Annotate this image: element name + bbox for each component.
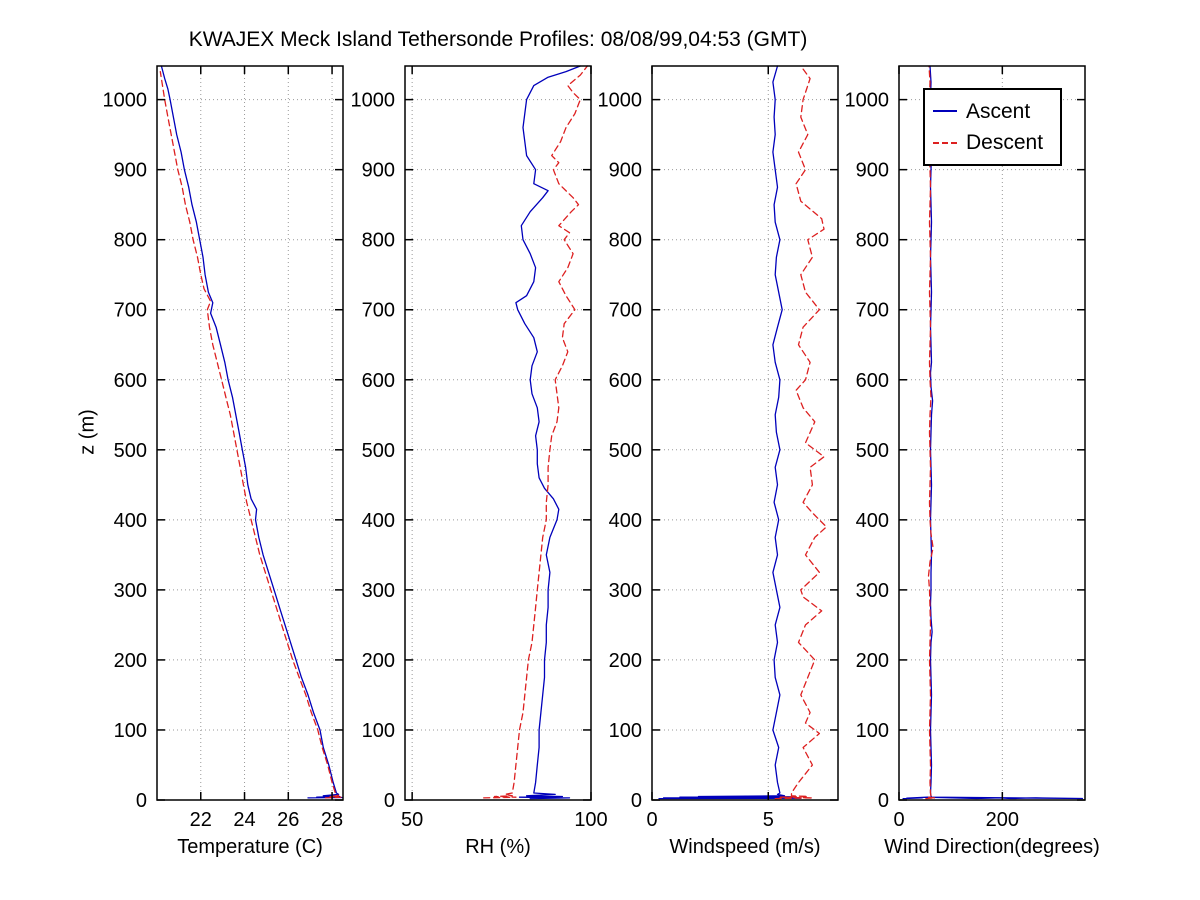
y-tick-label: 700 (362, 300, 395, 322)
y-tick-label: 100 (856, 720, 889, 742)
y-tick-label: 100 (362, 720, 395, 742)
x-tick-label: 24 (233, 809, 255, 831)
y-tick-label: 900 (609, 160, 642, 182)
y-tick-label: 500 (362, 440, 395, 462)
series-line-descent (925, 65, 936, 800)
y-tick-label: 700 (114, 300, 147, 322)
y-tick-label: 200 (609, 650, 642, 672)
y-tick-label: 100 (114, 720, 147, 742)
y-tick-label: 600 (362, 370, 395, 392)
plot-box (651, 65, 839, 801)
y-tick-label: 900 (114, 160, 147, 182)
y-tick-label: 600 (856, 370, 889, 392)
y-tick-label: 0 (384, 790, 395, 812)
x-axis-label-windspeed: Windspeed (m/s) (669, 836, 821, 858)
y-tick-label: 800 (114, 230, 147, 252)
x-tick-label: 26 (277, 809, 299, 831)
x-axis-label-rh: RH (%) (465, 836, 531, 858)
plot-box (156, 65, 344, 801)
x-tick-label: 28 (321, 809, 343, 831)
series-line-ascent (515, 65, 581, 800)
x-tick-label: 50 (401, 809, 423, 831)
y-tick-label: 1000 (598, 90, 643, 112)
y-tick-label: 0 (136, 790, 147, 812)
legend-label-ascent: Ascent (966, 99, 1031, 123)
x-tick-label: 200 (986, 809, 1019, 831)
panel-0: 22 24 26 28 0 100 200 300 400 500 600 700 800 900 1000 (103, 65, 344, 831)
series-line-descent (774, 65, 828, 800)
y-tick-label: 600 (114, 370, 147, 392)
series-line-ascent (658, 65, 802, 800)
y-tick-label: 800 (362, 230, 395, 252)
legend-entry-ascent: Ascent (933, 101, 1060, 122)
y-tick-label: 800 (609, 230, 642, 252)
x-tick-label: 22 (190, 809, 212, 831)
y-tick-label: 800 (856, 230, 889, 252)
y-tick-label: 300 (114, 580, 147, 602)
legend: Ascent Descent (923, 88, 1062, 166)
x-axis-label-wind-direction: Wind Direction(degrees) (884, 836, 1100, 858)
x-tick-label: 0 (893, 809, 904, 831)
y-tick-label: 400 (114, 510, 147, 532)
plot-box (898, 65, 1086, 801)
y-tick-label: 1000 (103, 90, 148, 112)
panel-3: 0 200 0 100 200 300 400 500 600 700 800 900 1000 (845, 65, 1086, 831)
x-tick-label: 100 (574, 809, 607, 831)
series-line-descent (159, 70, 342, 799)
y-tick-label: 500 (609, 440, 642, 462)
y-tick-label: 1000 (845, 90, 890, 112)
y-tick-label: 500 (114, 440, 147, 462)
y-tick-label: 900 (856, 160, 889, 182)
x-tick-label: 5 (763, 809, 774, 831)
series-line-ascent (160, 65, 343, 799)
series-line-descent (483, 65, 589, 799)
y-tick-label: 900 (362, 160, 395, 182)
y-tick-label: 600 (609, 370, 642, 392)
figure-title: KWAJEX Meck Island Tethersonde Profiles:… (188, 28, 808, 51)
y-tick-label: 300 (609, 580, 642, 602)
legend-label-descent: Descent (966, 131, 1044, 155)
y-tick-label: 200 (114, 650, 147, 672)
y-tick-label: 700 (856, 300, 889, 322)
y-tick-label: 0 (878, 790, 889, 812)
plot-box (404, 65, 592, 801)
y-tick-label: 100 (609, 720, 642, 742)
y-tick-label: 400 (856, 510, 889, 532)
y-tick-label: 500 (856, 440, 889, 462)
y-tick-label: 0 (631, 790, 642, 812)
y-tick-label: 300 (362, 580, 395, 602)
ascent-line-sample-icon (933, 110, 957, 113)
legend-entry-descent: Descent (933, 132, 1060, 153)
y-tick-label: 400 (362, 510, 395, 532)
x-axis-label-temperature: Temperature (C) (177, 836, 323, 858)
y-tick-label: 700 (609, 300, 642, 322)
y-tick-label: 300 (856, 580, 889, 602)
descent-line-sample-icon (933, 141, 957, 144)
y-tick-label: 200 (856, 650, 889, 672)
y-tick-label: 200 (362, 650, 395, 672)
y-tick-label: 1000 (351, 90, 396, 112)
x-tick-label: 0 (646, 809, 657, 831)
y-tick-label: 400 (609, 510, 642, 532)
